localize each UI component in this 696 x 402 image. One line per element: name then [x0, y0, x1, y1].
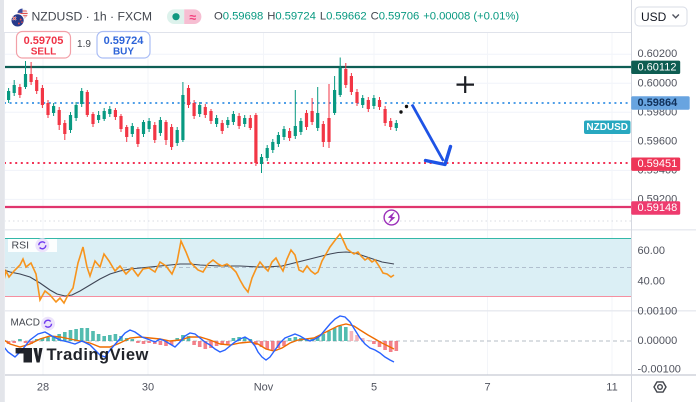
svg-text:BUY: BUY	[113, 47, 134, 58]
svg-text:11: 11	[606, 382, 617, 394]
svg-text:0.59864: 0.59864	[638, 97, 679, 109]
svg-text:MACD: MACD	[11, 318, 40, 329]
svg-text:0.59451: 0.59451	[638, 158, 678, 170]
svg-text:0.60000: 0.60000	[638, 77, 678, 89]
svg-text:0.59705: 0.59705	[24, 35, 64, 47]
svg-text:0.59600: 0.59600	[638, 135, 678, 147]
svg-text:28: 28	[37, 382, 49, 394]
svg-text:0.00100: 0.00100	[638, 306, 678, 318]
svg-text:NZDUSD: NZDUSD	[586, 122, 628, 133]
svg-text:Nov: Nov	[254, 382, 274, 394]
svg-text:NZDUSD · 1h · FXCM: NZDUSD · 1h · FXCM	[32, 10, 153, 24]
svg-text:0.00000: 0.00000	[638, 335, 678, 347]
svg-text:-0.00100: -0.00100	[638, 364, 681, 376]
svg-text:60.00: 60.00	[638, 245, 666, 257]
svg-text:7: 7	[484, 382, 490, 394]
svg-text:1.9: 1.9	[77, 39, 91, 50]
svg-text:0.60200: 0.60200	[638, 48, 678, 60]
svg-text:0.59148: 0.59148	[638, 202, 678, 214]
svg-text:5: 5	[371, 382, 377, 394]
svg-text:0.60112: 0.60112	[638, 61, 677, 73]
svg-text:SELL: SELL	[31, 47, 57, 58]
svg-text:0.59724: 0.59724	[104, 35, 145, 47]
svg-text:RSI: RSI	[12, 240, 30, 252]
svg-text:30: 30	[142, 382, 154, 394]
svg-text:TradingView: TradingView	[47, 346, 149, 364]
svg-text:USD: USD	[641, 10, 667, 24]
svg-text:≈: ≈	[189, 10, 196, 24]
svg-text:40.00: 40.00	[638, 276, 666, 288]
